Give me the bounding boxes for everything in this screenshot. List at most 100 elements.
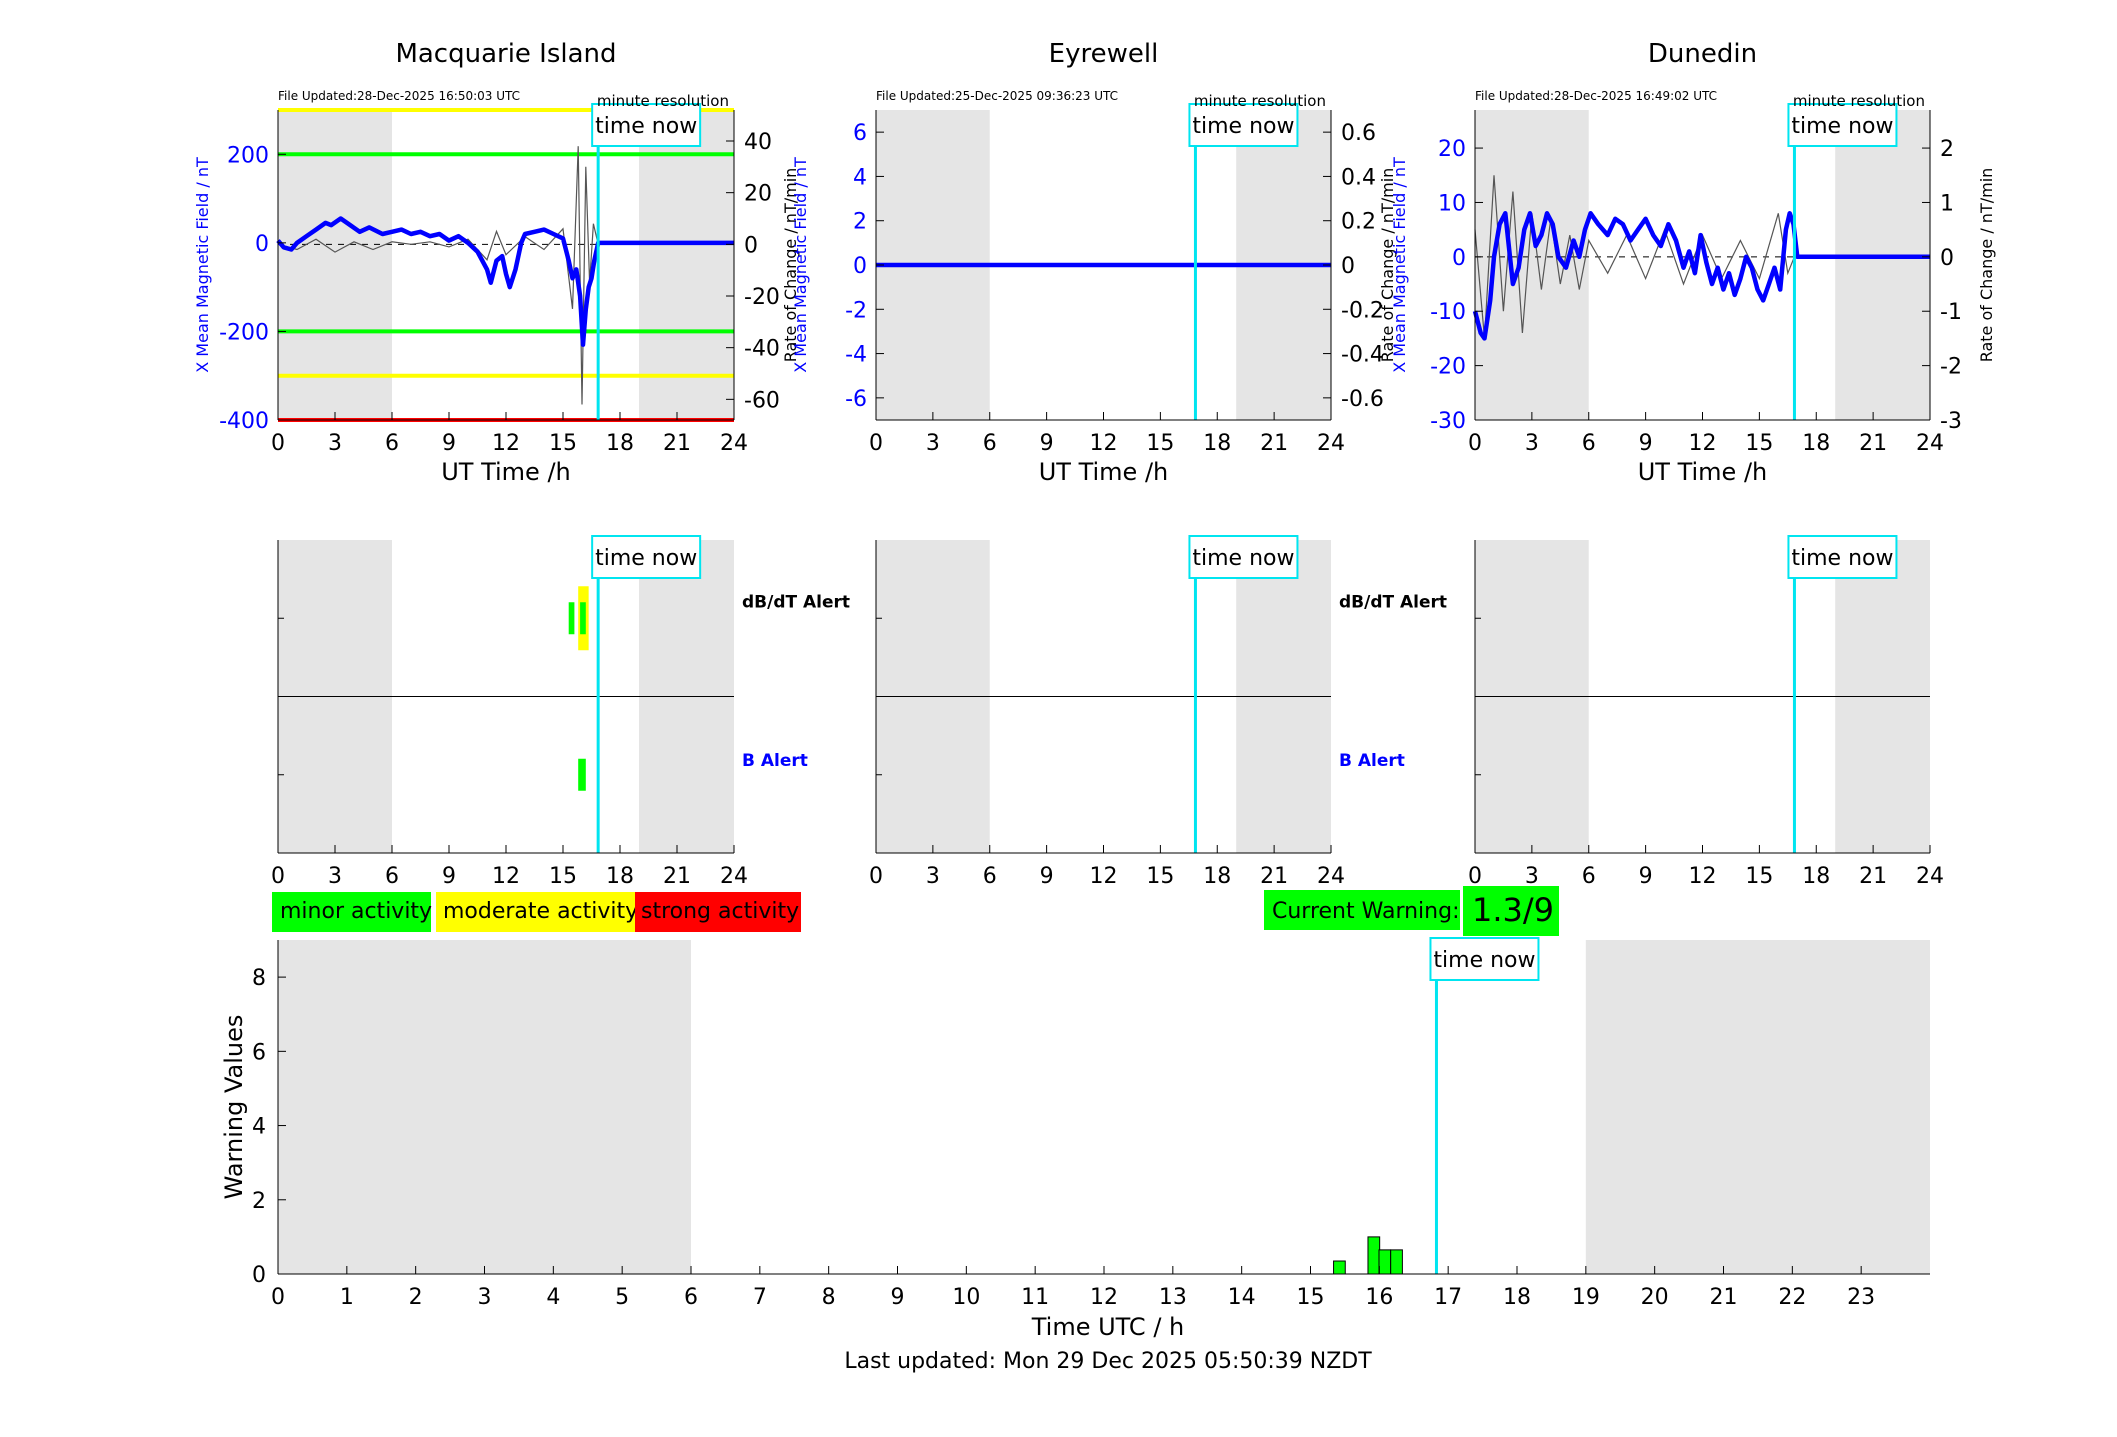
alert-3-xtick-label: 12 [1689,864,1717,889]
alert-2-xtick-label: 15 [1146,864,1174,889]
alert-1-xtick-label: 6 [385,864,399,889]
station-3-xtick-label: 6 [1582,431,1596,456]
station-3-xtick-label: 9 [1639,431,1653,456]
station-1-ytick-right-label: 20 [744,182,772,207]
warning-bar [1333,1260,1346,1275]
station-2-title: Eyrewell [1049,39,1159,69]
warning-xtick-label: 5 [615,1285,629,1310]
warning-xtick-label: 17 [1434,1285,1462,1310]
station-1-ytick-right-label: 40 [744,130,772,155]
alert-1-alert-event [580,602,586,635]
station-2-ylabel-right: Rate of Change / nT/min [1378,168,1397,363]
station-1-xtick-label: 21 [663,431,691,456]
station-3-ytick-label: -30 [1430,409,1466,434]
alert-2-xtick-label: 3 [926,864,940,889]
station-1-xtick-label: 12 [492,431,520,456]
alert-1-time-now-label: time now [595,546,697,571]
alert-3-xtick-label: 18 [1802,864,1830,889]
alert-3-xtick-label: 15 [1745,864,1773,889]
alert-2-xtick-label: 18 [1203,864,1231,889]
station-2-ytick-right-label: 0.2 [1341,210,1376,235]
alert-3-xtick-label: 3 [1525,864,1539,889]
station-1-ytick-right-label: -60 [744,388,780,413]
alert-3-xtick-label: 9 [1639,864,1653,889]
station-1-night-shade-0 [278,110,392,420]
station-3-time-now-label: time now [1791,114,1893,139]
warning-xlabel: Time UTC / h [1031,1313,1185,1341]
station-3-ytick-right-label: -2 [1940,355,1962,380]
station-3-xtick-label: 3 [1525,431,1539,456]
station-3-xtick-label: 12 [1689,431,1717,456]
station-1-xtick-label: 3 [328,431,342,456]
alert-3-chart: time now 0 3 6 9 12 15 18 21 24 [1468,535,1944,889]
alert-2-xtick-label: 24 [1317,864,1345,889]
station-1-ytick-right-label: 0 [744,233,758,258]
alert-1-alert-event [568,602,575,635]
station-2-ytick-right-label: 0.6 [1341,121,1376,146]
station-1-rate-series [277,146,599,405]
warning-xtick-label: 12 [1090,1285,1118,1310]
alert-2-xtick-label: 0 [869,864,883,889]
station-2-xtick-label: 18 [1203,431,1231,456]
station-3-xtick-label: 18 [1802,431,1830,456]
station-2-ytick-label: 0 [853,254,867,279]
station-3-title: Dunedin [1648,39,1757,69]
warning-xtick-label: 3 [478,1285,492,1310]
station-2-ylabel: X Mean Magnetic Field / nT [791,157,810,373]
alert-3-xtick-label: 21 [1859,864,1887,889]
warning-xtick-label: 1 [340,1285,354,1310]
station-2-ytick-right-label: 0 [1341,254,1355,279]
warning-night-shade-1 [1585,940,1930,1274]
station-3-ytick-right-label: -3 [1940,409,1962,434]
legend-moderate-swatch [436,892,636,932]
station-2-xtick-label: 12 [1090,431,1118,456]
alert-1-xtick-label: 18 [606,864,634,889]
alert-3-time-now-box [1787,535,1898,579]
station-1-ytick-right-label: -40 [744,337,780,362]
alert-2-xtick-label: 9 [1040,864,1054,889]
alert-2-time-now-box [1188,535,1299,579]
warning-night-shade-0 [278,940,691,1274]
station-1-xtick-label: 24 [720,431,748,456]
activity-legend: minor activity moderate activity strong … [272,892,801,932]
station-2-file-updated: File Updated:25-Dec-2025 09:36:23 UTC [876,89,1118,103]
station-2-xtick-label: 0 [869,431,883,456]
legend-minor-swatch [272,892,431,932]
station-1-ytick-right-label: -20 [744,285,780,310]
legend-strong-swatch [635,892,801,932]
warning-ylabel: Warning Values [220,1015,248,1200]
current-warning-label: Current Warning: [1272,899,1459,924]
station-3-file-updated: File Updated:28-Dec-2025 16:49:02 UTC [1475,89,1717,103]
station-1-field-series [276,216,734,347]
warning-xtick-label: 18 [1503,1285,1531,1310]
warning-xtick-label: 14 [1228,1285,1256,1310]
warning-xtick-label: 11 [1021,1285,1049,1310]
station-3-ytick-label: -20 [1430,355,1466,380]
warning-xtick-label: 19 [1572,1285,1600,1310]
station-2-ytick-label: -2 [845,298,867,323]
station-1-ytick-label: -400 [219,409,269,434]
alert-3-xtick-label: 6 [1582,864,1596,889]
station-3-xtick-label: 21 [1859,431,1887,456]
legend-minor-label: minor activity [280,899,432,924]
station-1-resolution: minute resolution [597,92,729,110]
current-warning-value: 1.3/9 [1472,891,1554,929]
alert-1-row-label-b: B Alert [742,751,808,771]
station-1-xtick-label: 6 [385,431,399,456]
warning-xtick-label: 15 [1297,1285,1325,1310]
station-3-xtick-label: 15 [1745,431,1773,456]
alert-1-xtick-label: 3 [328,864,342,889]
station-3-ytick-right-label: 0 [1940,246,1954,271]
station-1-ylabel: X Mean Magnetic Field / nT [193,157,212,373]
alert-2-chart: time now 0 3 6 9 12 15 18 21 24 dB/dT Alert B Alert [869,535,1447,889]
station-1-time-now-label: time now [595,114,697,139]
station-2-xlabel: UT Time /h [1039,458,1169,486]
station-1-night-shade-1 [639,110,734,420]
alert-2-row-label-dbdt: dB/dT Alert [1339,592,1447,612]
station-2-ytick-label: 4 [853,165,867,190]
